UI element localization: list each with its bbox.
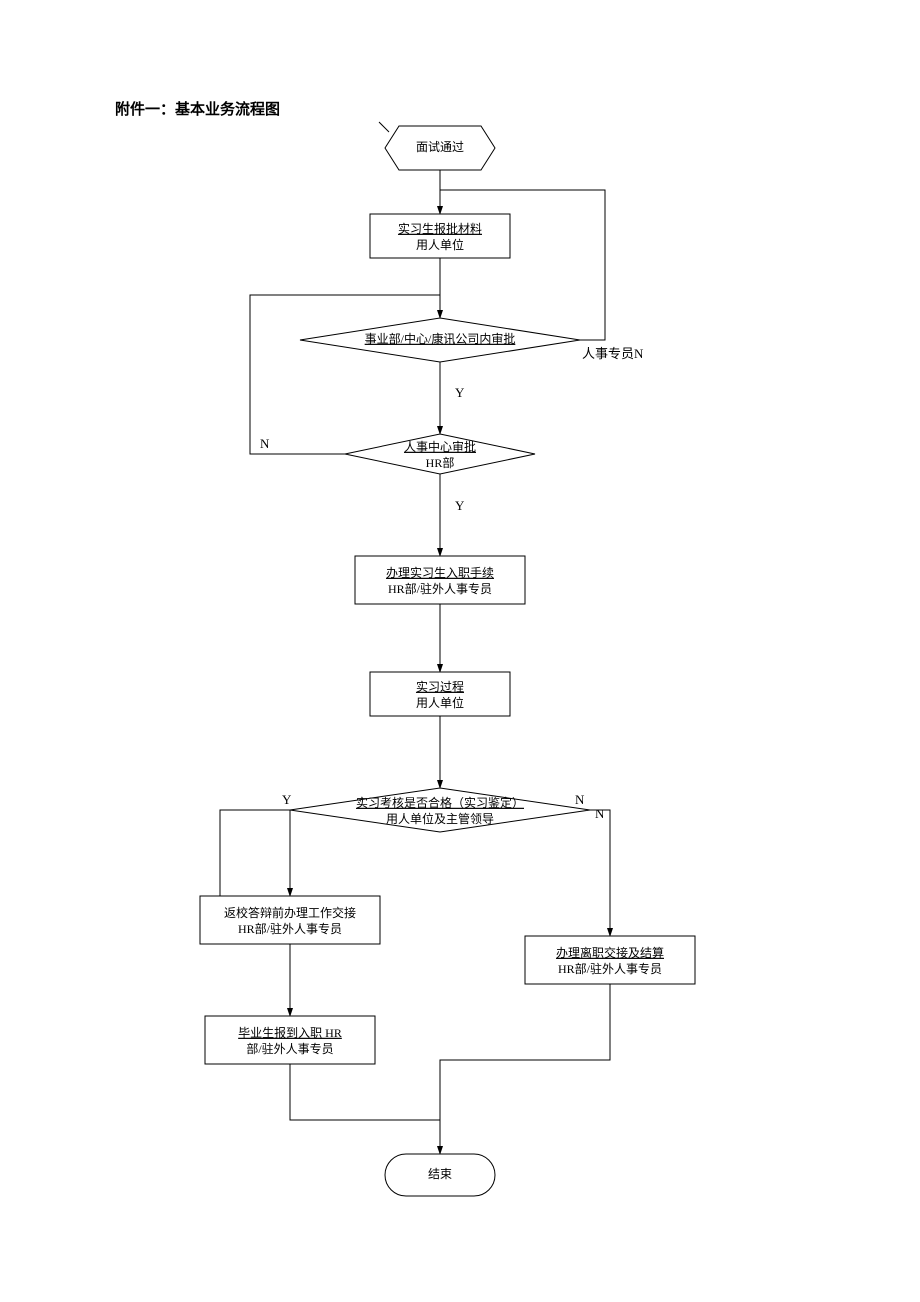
flowchart-canvas: 面试通过实习生报批材料用人单位事业部/中心/康讯公司内审批人事中心审批HR部办理… <box>0 0 920 1302</box>
edge-d1_right_loop-n1_top <box>440 190 605 340</box>
node-line1: 实习过程 <box>416 679 464 694</box>
node-line2: 用人单位 <box>416 695 464 710</box>
node-n5: 办理离职交接及结算HR部/驻外人事专员 <box>525 936 695 984</box>
node-d3: 实习考核是否合格（实习鉴定）用人单位及主管领导 <box>290 788 590 832</box>
node-line2: 用人单位及主管领导 <box>386 811 494 826</box>
node-line1: 办理离职交接及结算 <box>556 945 664 960</box>
edge-label-d1_right: 人事专员N <box>582 346 644 361</box>
node-line1: 返校答辩前办理工作交接 <box>224 905 356 920</box>
node-line2: HR部/驻外人事专员 <box>238 921 342 936</box>
node-line2: HR部 <box>426 455 455 470</box>
node-line2: HR部/驻外人事专员 <box>388 581 492 596</box>
node-d1: 事业部/中心/康讯公司内审批 <box>300 318 580 362</box>
edge-label-d2_left: N <box>260 436 270 451</box>
node-label: 面试通过 <box>416 139 464 154</box>
edge-d3_left-n4 <box>220 810 290 896</box>
node-line1: 事业部/中心/康讯公司内审批 <box>365 331 516 346</box>
node-line1: 办理实习生入职手续 <box>386 565 494 580</box>
node-line1: 人事中心审批 <box>404 439 476 454</box>
node-d2: 人事中心审批HR部 <box>345 434 535 474</box>
nodes: 面试通过实习生报批材料用人单位事业部/中心/康讯公司内审批人事中心审批HR部办理… <box>200 122 695 1196</box>
node-line1: 毕业生报到入职 HR <box>238 1025 342 1040</box>
node-line1: 实习考核是否合格（实习鉴定） <box>356 795 524 810</box>
edge-label-d3_right2: N <box>595 806 605 821</box>
node-start: 面试通过 <box>379 122 495 170</box>
node-line1: 实习生报批材料 <box>398 221 482 236</box>
node-n4: 返校答辩前办理工作交接HR部/驻外人事专员 <box>200 896 380 944</box>
node-n1: 实习生报批材料用人单位 <box>370 214 510 258</box>
node-n2: 办理实习生入职手续HR部/驻外人事专员 <box>355 556 525 604</box>
node-n6: 毕业生报到入职 HR部/驻外人事专员 <box>205 1016 375 1064</box>
edge-label: Y <box>455 385 465 400</box>
edge-d3_right-n5 <box>590 810 610 936</box>
node-label: 结束 <box>428 1167 452 1181</box>
edge-label-d3_right: N <box>575 792 585 807</box>
edge-d2_left_loop-d1_top <box>250 295 440 454</box>
edge-label: Y <box>455 498 465 513</box>
node-line2: 部/驻外人事专员 <box>246 1041 333 1056</box>
node-end: 结束 <box>385 1154 495 1196</box>
edge-n5-end_join <box>440 984 610 1120</box>
node-line2: 用人单位 <box>416 237 464 252</box>
node-n3: 实习过程用人单位 <box>370 672 510 716</box>
edge-n6-end_join <box>290 1064 440 1154</box>
edges <box>220 170 610 1154</box>
edge-label-d3_left: Y <box>282 792 292 807</box>
node-line2: HR部/驻外人事专员 <box>558 961 662 976</box>
